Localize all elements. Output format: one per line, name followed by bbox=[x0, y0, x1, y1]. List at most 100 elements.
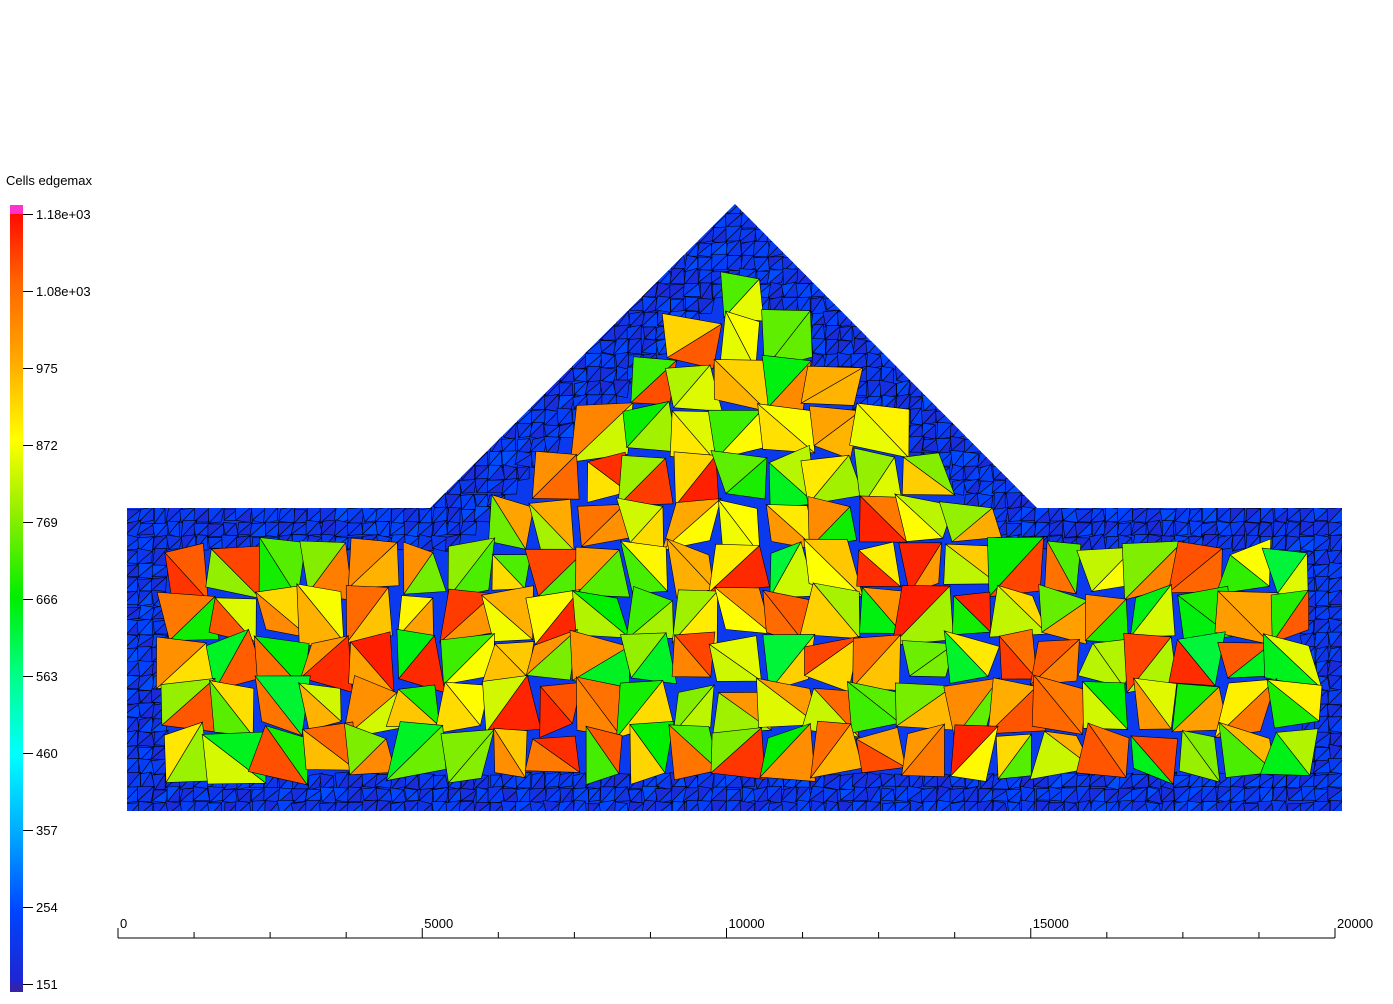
boundary-cell bbox=[865, 801, 882, 811]
interior-cell bbox=[247, 724, 308, 786]
interior-cell bbox=[481, 594, 534, 642]
interior-cell bbox=[491, 553, 526, 591]
interior-cell bbox=[668, 724, 720, 781]
interior-cell bbox=[1130, 735, 1174, 785]
colorbar-tick-mark bbox=[23, 445, 33, 446]
interior-cell bbox=[1082, 680, 1129, 730]
boundary-cell bbox=[1315, 659, 1329, 677]
boundary-cell bbox=[1329, 757, 1342, 774]
interior-cell bbox=[1259, 731, 1311, 776]
colorbar-tick-mark bbox=[23, 522, 33, 523]
boundary-cell bbox=[1064, 803, 1080, 811]
colorbar-tick-mark bbox=[23, 676, 33, 677]
colorbar-tick-label: 460 bbox=[36, 746, 58, 761]
colorbar-tick-mark bbox=[23, 291, 33, 292]
boundary-cell bbox=[1075, 522, 1093, 538]
boundary-cell bbox=[473, 451, 488, 467]
boundary-cell bbox=[500, 477, 519, 495]
boundary-cell bbox=[235, 505, 253, 524]
legend-title: Cells edgemax bbox=[6, 173, 92, 188]
boundary-cell bbox=[431, 519, 448, 538]
boundary-cell bbox=[840, 325, 853, 342]
boundary-cell bbox=[1327, 522, 1342, 537]
colorbar-tick-label: 563 bbox=[36, 669, 58, 684]
boundary-cell bbox=[951, 478, 966, 496]
boundary-cell bbox=[1200, 785, 1218, 802]
interior-cell bbox=[531, 453, 580, 500]
boundary-cell bbox=[432, 774, 449, 790]
boundary-cell bbox=[809, 802, 827, 811]
boundary-cell bbox=[950, 775, 966, 788]
colorbar bbox=[10, 205, 23, 990]
colorbar-tick-mark bbox=[23, 368, 33, 369]
boundary-cell bbox=[207, 523, 225, 538]
boundary-cell bbox=[517, 465, 530, 481]
boundary-cell bbox=[515, 771, 532, 789]
boundary-cell bbox=[725, 773, 743, 789]
boundary-cell bbox=[154, 772, 166, 790]
boundary-cell bbox=[630, 788, 643, 804]
boundary-cell bbox=[1231, 533, 1246, 552]
interior-cell bbox=[713, 358, 769, 413]
colorbar-tick-label: 357 bbox=[36, 823, 58, 838]
boundary-cell bbox=[1329, 605, 1342, 620]
boundary-cell bbox=[167, 536, 183, 550]
interior-cell bbox=[205, 548, 262, 600]
interior-cell bbox=[759, 722, 816, 782]
boundary-cell bbox=[616, 310, 631, 328]
interior-cell bbox=[856, 549, 902, 588]
interior-cell bbox=[629, 723, 666, 785]
boundary-cell bbox=[405, 789, 419, 801]
colorbar-tick-label: 666 bbox=[36, 592, 58, 607]
x-axis-tick-label: 20000 bbox=[1337, 916, 1373, 931]
colorbar-tick-label: 872 bbox=[36, 438, 58, 453]
boundary-cell bbox=[686, 242, 699, 257]
boundary-cell bbox=[458, 520, 478, 536]
mesh-cells bbox=[127, 204, 1342, 811]
boundary-cell bbox=[1329, 675, 1342, 691]
interior-cell bbox=[398, 634, 446, 694]
boundary-cell bbox=[948, 466, 964, 482]
boundary-cell bbox=[1148, 803, 1162, 811]
boundary-cell bbox=[978, 799, 994, 811]
boundary-cell bbox=[1146, 789, 1162, 805]
boundary-cell bbox=[136, 506, 154, 524]
boundary-cell bbox=[1048, 519, 1064, 536]
boundary-cell bbox=[531, 393, 547, 411]
interior-cell bbox=[807, 454, 864, 505]
boundary-cell bbox=[168, 520, 180, 538]
colorbar-tick-mark bbox=[23, 214, 33, 215]
boundary-cell bbox=[698, 298, 715, 314]
x-axis: 0 5000 10000 15000 20000 bbox=[117, 916, 1373, 939]
interior-cell bbox=[894, 493, 944, 542]
boundary-cell bbox=[166, 785, 181, 803]
x-axis-tick-label: 10000 bbox=[729, 916, 765, 931]
boundary-cell bbox=[461, 478, 477, 494]
boundary-cell bbox=[1021, 801, 1036, 811]
boundary-cell bbox=[503, 422, 517, 440]
boundary-cell bbox=[599, 323, 616, 341]
boundary-cell bbox=[1186, 802, 1202, 811]
boundary-cell bbox=[460, 789, 478, 802]
interior-cell bbox=[1075, 722, 1127, 778]
boundary-cell bbox=[572, 800, 588, 811]
interior-cell bbox=[901, 456, 956, 496]
boundary-cell bbox=[1327, 688, 1342, 706]
boundary-cell bbox=[669, 267, 686, 285]
boundary-cell bbox=[682, 283, 701, 297]
interior-cell bbox=[254, 674, 303, 737]
boundary-cell bbox=[416, 803, 433, 811]
x-axis-tick-label: 5000 bbox=[424, 916, 453, 931]
interior-cell bbox=[572, 589, 631, 639]
interior-cell bbox=[951, 507, 1002, 543]
boundary-cell bbox=[1215, 534, 1234, 551]
x-axis-tick-label: 0 bbox=[120, 916, 127, 931]
interior-cell bbox=[1215, 554, 1271, 595]
boundary-cell bbox=[879, 788, 896, 802]
boundary-cell bbox=[1217, 799, 1232, 811]
boundary-cell bbox=[404, 774, 420, 791]
interior-cell bbox=[756, 677, 819, 728]
boundary-cell bbox=[712, 799, 727, 811]
colorbar-tick-mark bbox=[23, 830, 33, 831]
interior-cell bbox=[1031, 674, 1084, 735]
